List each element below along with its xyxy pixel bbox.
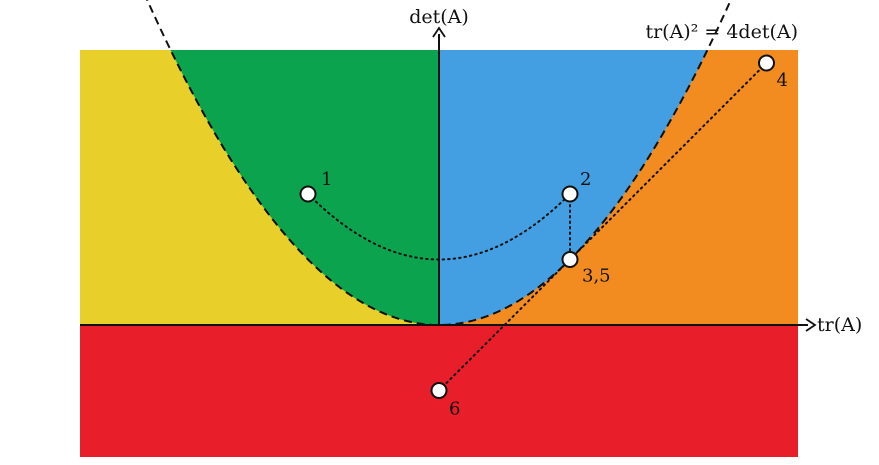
parabola-label: tr(A)² = 4det(A): [645, 21, 798, 43]
points-layer: 1 2 3,5 4 6: [299, 54, 788, 420]
point-p35: [561, 251, 579, 268]
x-axis: [80, 318, 817, 332]
x-axis-label: tr(A): [817, 314, 862, 336]
trajectory-4-to-6: [438, 62, 768, 392]
point-label-p1: 1: [321, 169, 332, 190]
y-axis: [432, 26, 446, 325]
point-label-p4: 4: [777, 70, 788, 91]
y-axis-label: det(A): [409, 6, 469, 28]
point-label-p6: 6: [449, 399, 460, 420]
point-p4: [758, 54, 775, 72]
parabola-curve: [146, 0, 732, 327]
point-label-p35: 3,5: [582, 266, 611, 287]
point-p1: [299, 185, 317, 203]
point-p2: [561, 185, 579, 203]
point-p6: [430, 382, 448, 399]
point-label-p2: 2: [580, 169, 591, 190]
